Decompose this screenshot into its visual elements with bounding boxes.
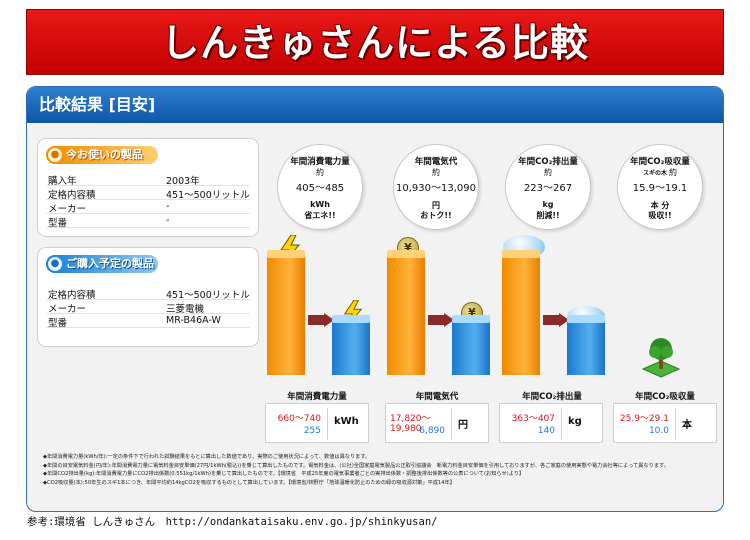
spec-value: 2003年 — [166, 176, 200, 187]
bubble-range: 15.9〜19.1 — [632, 183, 688, 194]
spec-row: 定格内容積 451〜500リットル — [46, 186, 250, 201]
result-unit: kWh — [334, 416, 359, 427]
planned-product-title: ご購入予定の製品 — [66, 257, 154, 270]
spec-value: 451〜500リットル — [166, 190, 250, 201]
metric-label: 年間CO₂吸収量 — [635, 392, 695, 402]
result-unit: 円 — [458, 420, 468, 431]
info-icon: ● — [48, 148, 62, 162]
spec-row: 型番 - — [46, 214, 250, 229]
co2-result-box: 363〜407 140 kg — [499, 403, 603, 443]
spec-row: 型番 MR-B46A-W — [46, 314, 250, 329]
bubble-sub-small: スギの木 — [642, 170, 667, 177]
old-electricity-bar — [267, 250, 305, 375]
page-title: しんきゅさんによる比較 — [161, 21, 589, 65]
new-value: 10.0 — [648, 426, 669, 436]
spec-value: - — [166, 215, 170, 226]
bubble-title: 年間CO₂吸収量 — [630, 157, 690, 167]
bubble-note: 削減!! — [536, 211, 560, 220]
electricity-savings-bubble: 年間消費電力量 約 405〜485 kWh 省エネ!! — [277, 144, 363, 230]
old-value: 660〜740 — [277, 414, 321, 424]
bubble-note: 吸収!! — [648, 211, 672, 220]
result-unit: 本 — [682, 420, 692, 431]
spec-value: 三菱電機 — [166, 304, 205, 315]
arrow-right-icon — [428, 313, 454, 327]
new-electricity-bar — [332, 315, 370, 375]
spec-value: - — [166, 201, 170, 212]
bubble-title: 年間消費電力量 — [290, 157, 350, 167]
spec-label: 型番 — [48, 218, 68, 229]
footnote: ◆CO2吸収量(本):50年生のスギ1本につき、年間平均約14kgCO2を吸収す… — [43, 479, 455, 486]
current-product-card: ● 今お使いの製品 購入年 2003年 定格内容積 451〜500リットル メーカー… — [37, 138, 259, 237]
panel-header: 比較結果 [目安] — [27, 87, 723, 123]
current-product-header: ● 今お使いの製品 — [46, 146, 158, 164]
metric-label: 年間CO₂排出量 — [522, 392, 582, 402]
spec-label: 定格内容積 — [48, 290, 96, 301]
panel-title: 比較結果 [目安] — [39, 95, 156, 114]
bubble-unit: kg — [542, 200, 554, 209]
new-value: 6,890 — [419, 426, 445, 436]
current-product-title: 今お使いの製品 — [66, 148, 143, 161]
arrow-right-icon — [543, 313, 569, 327]
spec-label: 定格内容積 — [48, 190, 96, 201]
cost-savings-bubble: 年間電気代 約 10,930〜13,090 円 おトク!! — [393, 144, 479, 230]
spec-row: 購入年 2003年 — [46, 172, 250, 187]
tree-icon — [641, 338, 681, 378]
old-cost-bar — [387, 250, 425, 375]
current-product-specs: 購入年 2003年 定格内容積 451〜500リットル メーカー - 型番 - — [46, 172, 250, 229]
bubble-range: 10,930〜13,090 — [396, 183, 476, 194]
bubble-range: 405〜485 — [295, 183, 345, 194]
bubble-approx: 約 — [544, 168, 552, 177]
bubble-approx: 約 — [316, 168, 324, 177]
new-value: 140 — [537, 426, 555, 436]
arrow-right-icon — [308, 313, 334, 327]
footnote: ◆年間の目安電気料金(円/年):年間消費電力量に電気料金目安単価(27円/1kW… — [43, 462, 669, 469]
new-co2-bar — [567, 315, 605, 375]
spec-label: メーカー — [48, 204, 87, 215]
bubble-approx: スギの木約 — [618, 167, 702, 178]
bubble-approx: 約 — [432, 168, 440, 177]
spec-row: メーカー 三菱電機 — [46, 300, 250, 315]
planned-product-specs: 定格内容積 451〜500リットル メーカー 三菱電機 型番 MR-B46A-W — [46, 286, 250, 329]
co2-absorption-bubble: 年間CO₂吸収量 スギの木約 15.9〜19.1 本 分 吸収!! — [617, 144, 703, 230]
bubble-unit: kWh — [310, 200, 330, 209]
comparison-panel: 比較結果 [目安] ● 今お使いの製品 購入年 2003年 定格内容積 451〜50… — [26, 86, 724, 512]
spec-label: 購入年 — [48, 176, 77, 187]
bubble-note: 省エネ!! — [304, 211, 336, 220]
co2-reduction-bubble: 年間CO₂排出量 約 223〜267 kg 削減!! — [505, 144, 591, 230]
info-icon: ● — [48, 257, 62, 271]
planned-product-card: ● ご購入予定の製品 定格内容積 451〜500リットル メーカー 三菱電機 型番 M… — [37, 247, 259, 347]
metric-label: 年間消費電力量 — [287, 392, 347, 402]
old-value: 25.9〜29.1 — [619, 414, 669, 424]
bubble-unit: 本 分 — [650, 201, 670, 210]
bubble-unit: 円 — [432, 201, 440, 210]
metric-label: 年間電気代 — [415, 392, 459, 402]
bubble-title: 年間電気代 — [414, 157, 458, 167]
source-footer: 参考:環境省 しんきゅさん http://ondankataisaku.env.… — [27, 516, 438, 528]
footnotes: ◆年間消費電力量(kWh/年):一定の条件下で行われた試験結果をもとに算出した数… — [43, 453, 715, 487]
spec-label: メーカー — [48, 304, 87, 315]
new-value: 255 — [303, 426, 321, 436]
old-value: 363〜407 — [511, 414, 555, 424]
bubble-title: 年間CO₂排出量 — [518, 157, 578, 167]
old-value: 17,820〜19,980 — [390, 414, 431, 434]
electricity-result-box: 660〜740 255 kWh — [265, 403, 369, 443]
new-cost-bar — [452, 315, 490, 375]
bubble-note: おトク!! — [420, 211, 452, 220]
spec-value: 451〜500リットル — [166, 290, 250, 301]
result-unit: kg — [568, 416, 582, 427]
cost-result-box: 17,820〜19,980 6,890 円 — [385, 403, 489, 443]
spec-row: メーカー - — [46, 200, 250, 215]
spec-label: 型番 — [48, 318, 68, 329]
bubble-approx-text: 約 — [669, 168, 677, 177]
footnote: ◆年間CO2排出量(kg):年間消費電力量にCO2排出係数(0.551kg/1k… — [43, 471, 525, 477]
spec-row: 定格内容積 451〜500リットル — [46, 286, 250, 301]
bubble-range: 223〜267 — [523, 183, 573, 194]
planned-product-header: ● ご購入予定の製品 — [46, 255, 158, 273]
old-co2-bar — [502, 250, 540, 375]
spec-value: MR-B46A-W — [166, 315, 221, 326]
footnote: ◆年間消費電力量(kWh/年):一定の条件下で行われた試験結果をもとに算出した数… — [43, 454, 371, 460]
title-banner: しんきゅさんによる比較 — [26, 9, 724, 75]
absorption-result-box: 25.9〜29.1 10.0 本 — [613, 403, 717, 443]
